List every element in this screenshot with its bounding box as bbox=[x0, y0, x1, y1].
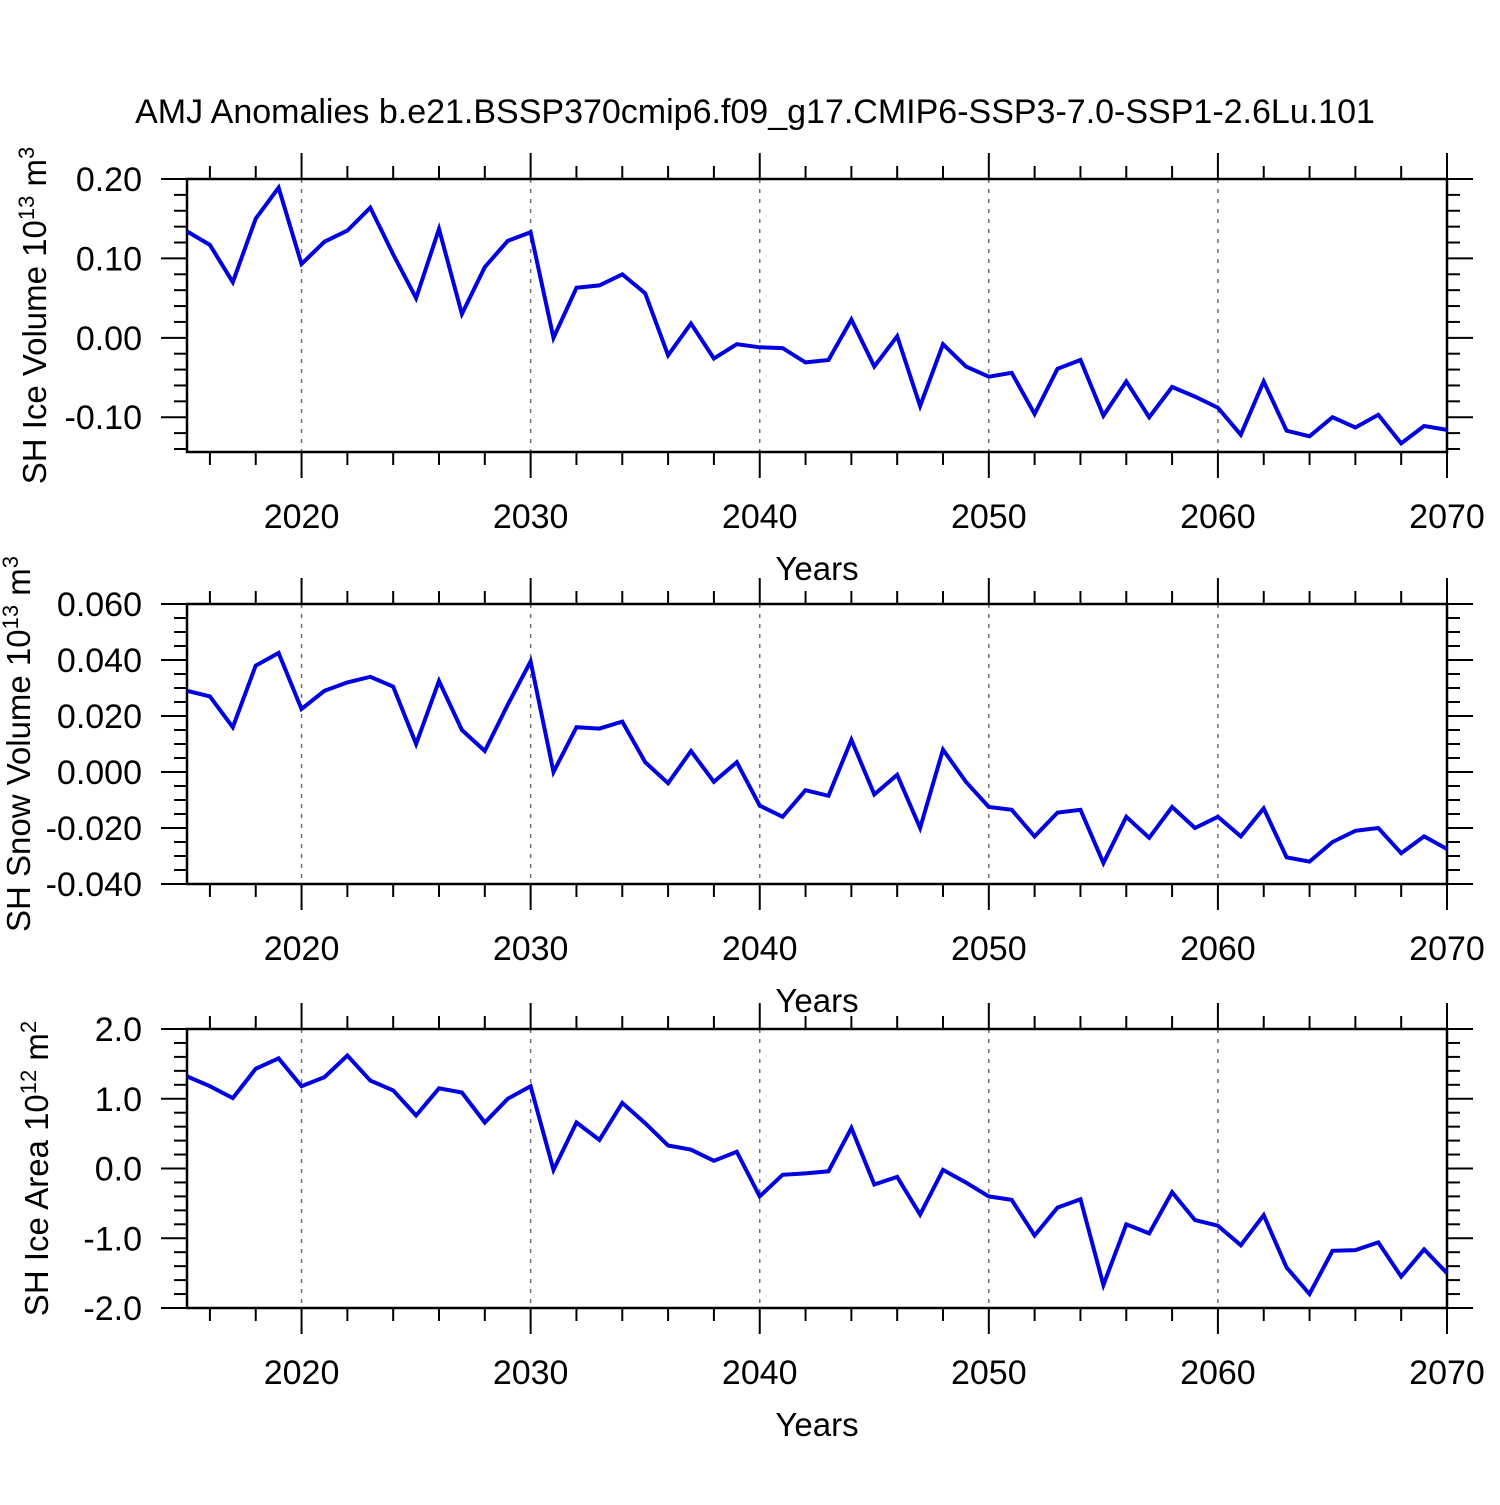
plot-box bbox=[185, 177, 1449, 454]
y-tick-label: 0.00 bbox=[76, 320, 142, 358]
x-tick-label: 2070 bbox=[1409, 1354, 1485, 1392]
x-tick-label: 2040 bbox=[722, 1354, 798, 1392]
x-tick-label: 2060 bbox=[1180, 930, 1256, 968]
data-line-sh-ice-volume bbox=[185, 183, 1448, 447]
y-tick-label: 2.0 bbox=[95, 1011, 142, 1049]
x-tick-label: 2020 bbox=[264, 498, 340, 536]
y-tick-label: 1.0 bbox=[95, 1081, 142, 1119]
gridlines bbox=[300, 1029, 1219, 1308]
panel-sh-ice-area: 2.0 1.0 0.0 -1.0 -2.0 2020 2030 2040 2050 2060 207… bbox=[16, 1003, 1485, 1443]
y-axis-title: SH Ice Volume 1013 m3 bbox=[14, 147, 53, 485]
panel-sh-snow-volume: 0.060 0.040 0.020 0.000 -0.020 -0.040 2020 2030… bbox=[0, 556, 1485, 1019]
x-tick-label: 2020 bbox=[264, 930, 340, 968]
x-tick-label: 2050 bbox=[951, 1354, 1027, 1392]
y-tick-label: 0.20 bbox=[76, 161, 142, 199]
gridlines bbox=[300, 604, 1219, 884]
y-tick-label: 0.060 bbox=[57, 586, 142, 624]
x-tick-label: 2040 bbox=[722, 498, 798, 536]
figure-title: AMJ Anomalies b.e21.BSSP370cmip6.f09_g17… bbox=[135, 93, 1375, 131]
y-tick-label: -0.020 bbox=[46, 810, 142, 848]
tick-marks bbox=[161, 578, 1473, 910]
x-axis-title: Years bbox=[775, 550, 858, 587]
y-tick-label: 0.000 bbox=[57, 754, 142, 792]
x-tick-label: 2060 bbox=[1180, 498, 1256, 536]
y-axis-title: SH Ice Area 1012 m2 bbox=[16, 1021, 55, 1316]
y-tick-label: -2.0 bbox=[83, 1290, 142, 1328]
x-tick-label: 2030 bbox=[493, 930, 569, 968]
x-tick-label: 2040 bbox=[722, 930, 798, 968]
panels-group: 0.20 0.10 0.00 -0.10 2020 2030 2040 2050 2060 207… bbox=[0, 147, 1485, 1443]
y-tick-label: 0.040 bbox=[57, 642, 142, 680]
y-tick-label: -0.040 bbox=[46, 866, 142, 904]
y-axis-title: SH Snow Volume 1013 m3 bbox=[0, 556, 37, 932]
data-line-sh-ice-area bbox=[186, 1052, 1449, 1298]
x-tick-label: 2030 bbox=[493, 1354, 569, 1392]
x-tick-label: 2050 bbox=[951, 930, 1027, 968]
x-tick-label: 2050 bbox=[951, 498, 1027, 536]
panel-sh-ice-volume: 0.20 0.10 0.00 -0.10 2020 2030 2040 2050 2060 207… bbox=[14, 147, 1485, 587]
tick-marks bbox=[161, 1003, 1473, 1334]
x-tick-label: 2020 bbox=[264, 1354, 340, 1392]
tick-marks bbox=[161, 153, 1473, 478]
x-tick-label: 2070 bbox=[1409, 498, 1485, 536]
x-tick-label: 2060 bbox=[1180, 1354, 1256, 1392]
x-axis-title: Years bbox=[775, 1406, 858, 1443]
y-tick-label: -0.10 bbox=[65, 399, 143, 437]
x-tick-label: 2030 bbox=[493, 498, 569, 536]
y-tick-label: -1.0 bbox=[83, 1220, 142, 1258]
x-tick-label: 2070 bbox=[1409, 930, 1485, 968]
y-tick-label: 0.020 bbox=[57, 698, 142, 736]
y-tick-label: 0.10 bbox=[76, 240, 142, 278]
x-axis-title: Years bbox=[775, 982, 858, 1019]
data-line-sh-snow-volume bbox=[186, 650, 1448, 868]
y-tick-label: 0.0 bbox=[95, 1151, 142, 1189]
